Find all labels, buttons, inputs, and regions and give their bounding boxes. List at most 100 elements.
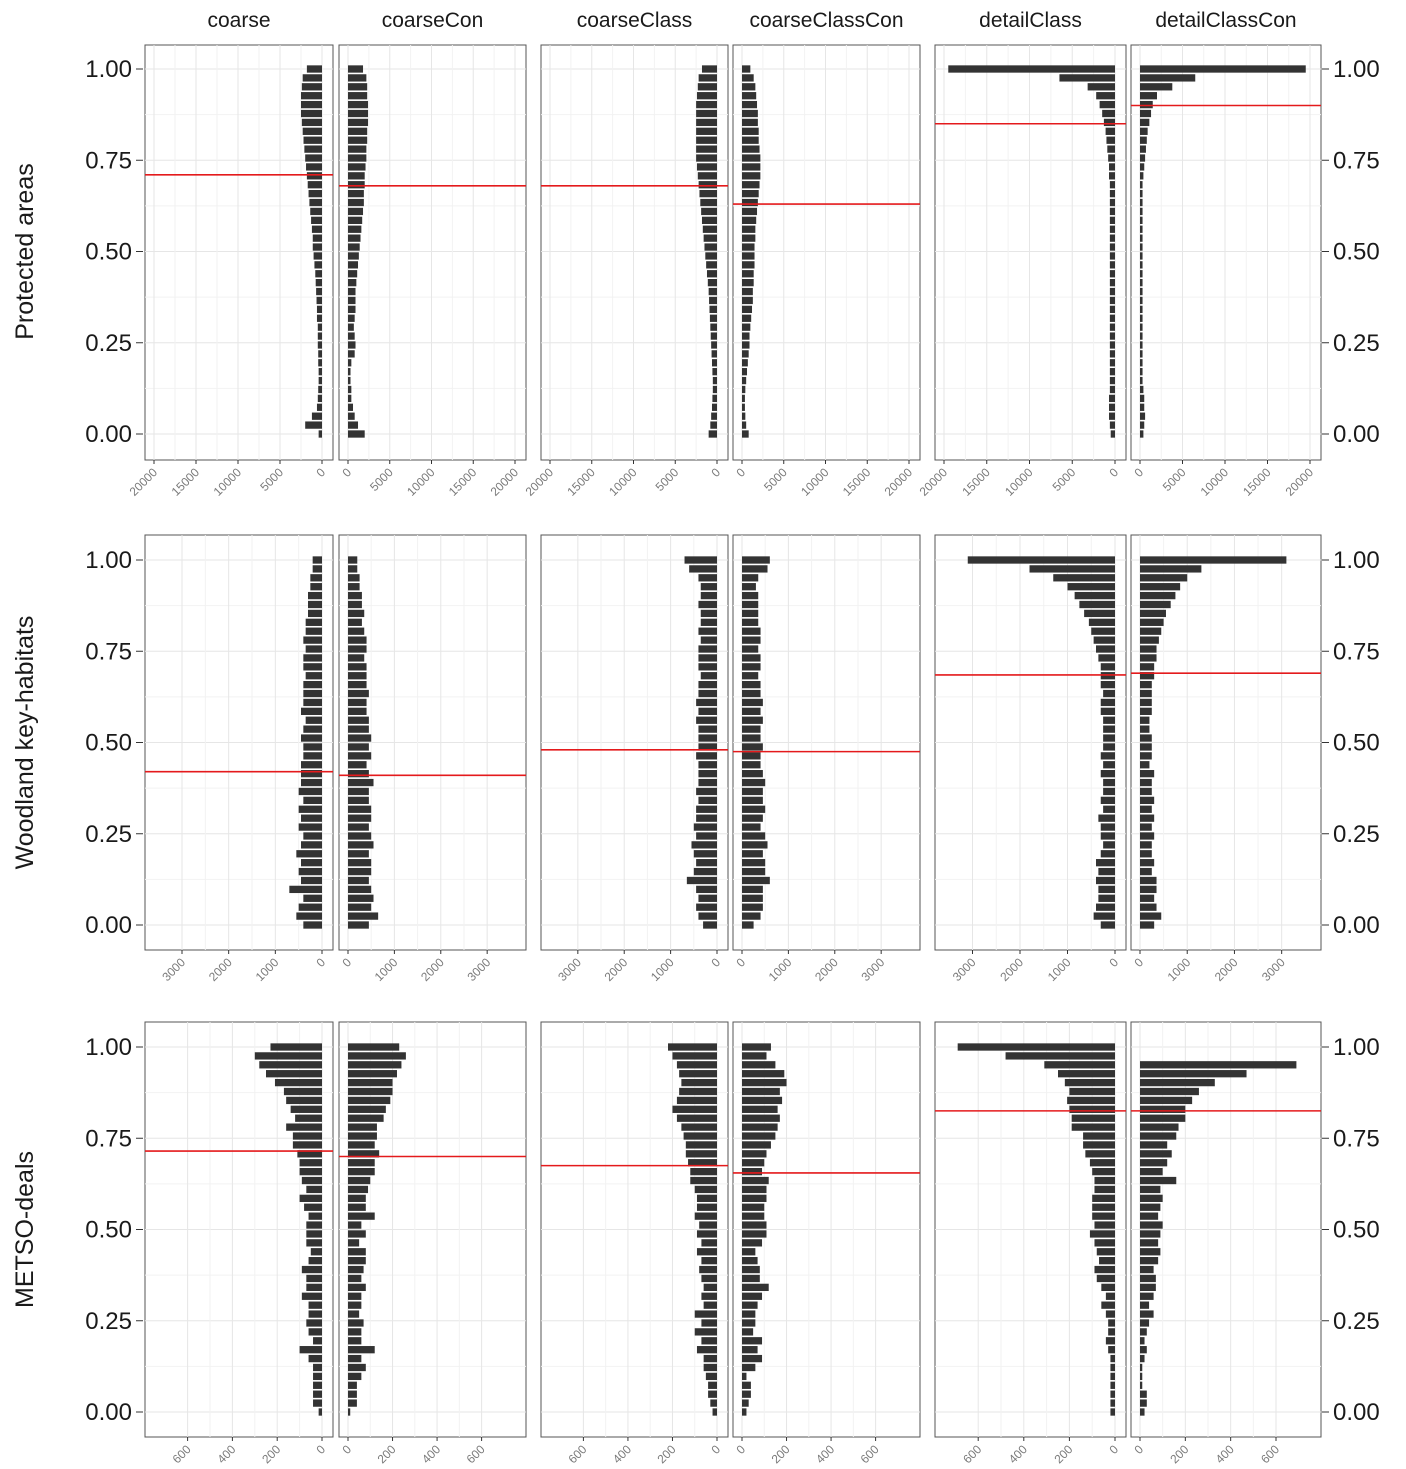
bar bbox=[742, 376, 747, 385]
panel-coarseCon-row1 bbox=[338, 534, 527, 951]
bar bbox=[298, 805, 322, 813]
bar bbox=[301, 841, 322, 849]
bar bbox=[696, 1346, 717, 1354]
bar bbox=[742, 1087, 780, 1096]
bar bbox=[742, 394, 745, 403]
bar bbox=[1140, 1176, 1177, 1185]
bar bbox=[1067, 1096, 1115, 1105]
bar bbox=[348, 1203, 366, 1211]
bar bbox=[298, 823, 322, 831]
xtick-label: 10000 bbox=[606, 465, 640, 499]
bar bbox=[348, 556, 358, 564]
bar bbox=[348, 618, 362, 626]
bar bbox=[348, 421, 359, 429]
bar bbox=[742, 341, 750, 349]
ytick-right-label: 0.50 bbox=[1333, 730, 1380, 757]
bar bbox=[1140, 912, 1162, 920]
bar bbox=[348, 1114, 384, 1122]
bar bbox=[1096, 903, 1115, 911]
bar bbox=[303, 921, 322, 929]
bar bbox=[742, 127, 759, 135]
xtick-label: 10000 bbox=[1002, 465, 1036, 499]
bar bbox=[348, 100, 369, 109]
bar bbox=[1140, 1265, 1154, 1274]
bar bbox=[283, 1087, 322, 1096]
bar bbox=[697, 83, 717, 91]
bar bbox=[1096, 645, 1115, 653]
bar bbox=[299, 1194, 322, 1202]
bar bbox=[1140, 332, 1143, 340]
bar bbox=[1067, 583, 1115, 591]
bar bbox=[348, 850, 369, 858]
bar bbox=[1140, 867, 1152, 876]
bar bbox=[286, 1096, 322, 1105]
bar bbox=[698, 761, 717, 769]
bar bbox=[299, 1167, 322, 1176]
bar bbox=[742, 1132, 776, 1140]
bar bbox=[742, 368, 748, 376]
bar bbox=[348, 243, 360, 251]
bar bbox=[305, 618, 322, 626]
bar bbox=[1140, 814, 1155, 822]
bar bbox=[742, 163, 761, 171]
bar bbox=[1109, 350, 1115, 358]
ytick-right-label: 0.00 bbox=[1333, 912, 1380, 939]
bar bbox=[1096, 859, 1115, 867]
bar bbox=[710, 332, 717, 340]
bar bbox=[742, 296, 753, 305]
bar bbox=[1108, 1319, 1115, 1327]
bar bbox=[348, 1078, 393, 1087]
bar bbox=[742, 725, 761, 733]
bar bbox=[742, 305, 753, 314]
ytick-left-label: 0.50 bbox=[85, 730, 132, 757]
bar bbox=[742, 600, 759, 609]
bar bbox=[1109, 359, 1115, 367]
bar bbox=[742, 583, 756, 591]
bar bbox=[700, 609, 717, 618]
bar bbox=[1109, 243, 1115, 251]
bar bbox=[348, 1105, 386, 1113]
bar bbox=[1140, 1230, 1161, 1238]
bar bbox=[1140, 430, 1144, 438]
bar bbox=[1100, 698, 1115, 707]
bar bbox=[1058, 1070, 1115, 1078]
bar bbox=[698, 912, 717, 920]
bar bbox=[698, 707, 717, 715]
bar bbox=[1103, 778, 1115, 787]
bar bbox=[696, 805, 717, 813]
xtick-label: 5000 bbox=[257, 465, 286, 494]
bar bbox=[1098, 814, 1115, 822]
bar bbox=[1140, 207, 1143, 216]
bar bbox=[1140, 1105, 1186, 1113]
bar bbox=[348, 885, 372, 894]
bar bbox=[313, 1363, 322, 1372]
xtick-label: 5000 bbox=[367, 465, 396, 494]
bar bbox=[742, 1381, 751, 1389]
bar bbox=[742, 323, 751, 331]
bar bbox=[348, 189, 364, 198]
xtick-label: 400 bbox=[214, 1442, 238, 1466]
panel-detailClassCon-row0 bbox=[1130, 44, 1322, 461]
panel-frame bbox=[1130, 44, 1322, 461]
bar bbox=[742, 430, 749, 438]
xtick-label: 0 bbox=[733, 1442, 748, 1457]
bar bbox=[348, 823, 369, 831]
bar bbox=[1103, 761, 1115, 769]
bar bbox=[1094, 1221, 1115, 1229]
bar bbox=[348, 1159, 375, 1167]
bar bbox=[1100, 707, 1115, 715]
ytick-left-label: 1.00 bbox=[85, 547, 132, 574]
bar bbox=[348, 1257, 366, 1265]
bar bbox=[1140, 805, 1152, 813]
bar bbox=[348, 216, 363, 224]
xtick-label: 600 bbox=[464, 1442, 488, 1466]
bar bbox=[1140, 565, 1202, 573]
bar bbox=[1140, 1354, 1145, 1363]
bar bbox=[742, 1052, 767, 1060]
bar bbox=[1140, 885, 1157, 894]
ytick-right-label: 0.00 bbox=[1333, 1399, 1380, 1426]
bar bbox=[742, 894, 763, 902]
bar bbox=[742, 332, 750, 340]
panel-coarseClass-row1 bbox=[540, 534, 729, 951]
panel-coarseClass-row2 bbox=[540, 1021, 729, 1438]
